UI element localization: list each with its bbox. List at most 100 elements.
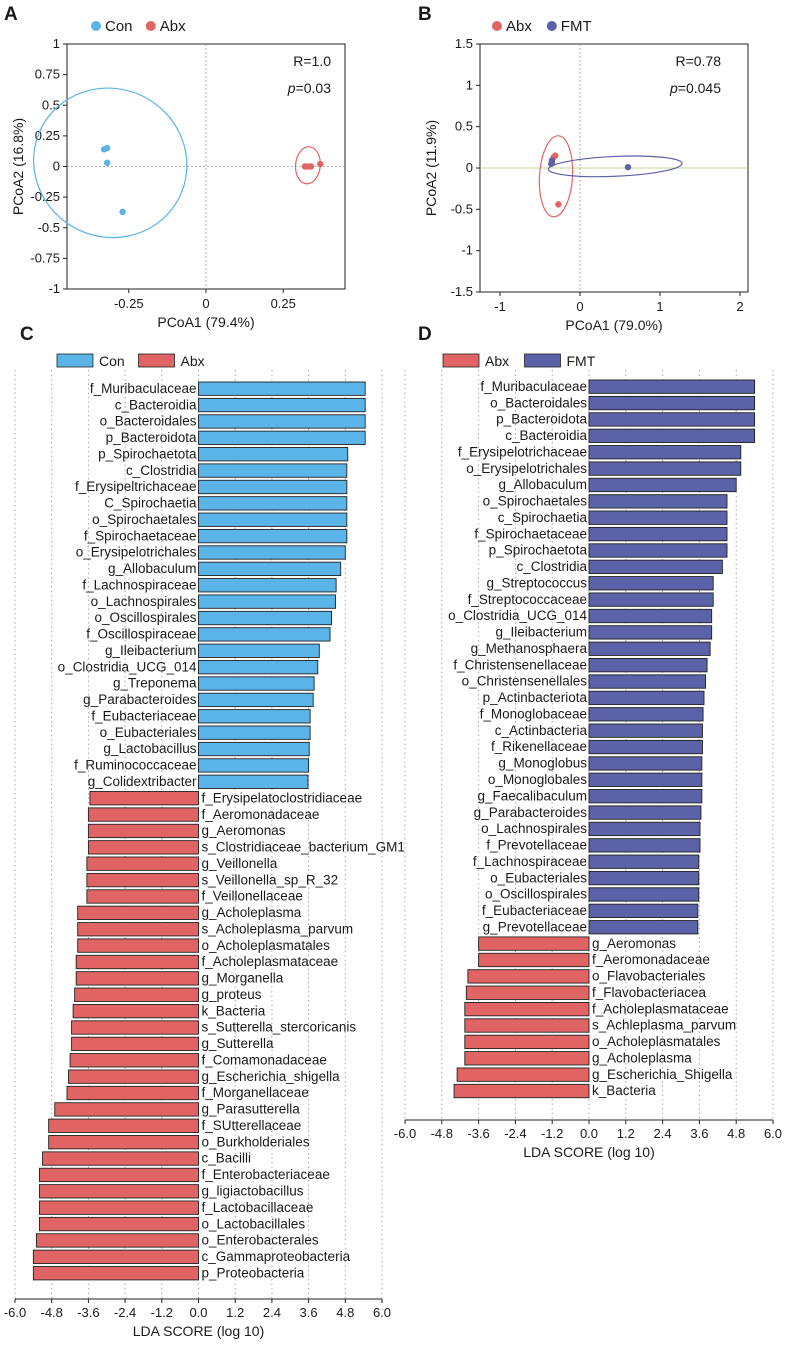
lda-bar-con bbox=[198, 660, 319, 675]
y-axis-label: PCoA2 (16.8%) bbox=[10, 118, 26, 215]
lda-bar-fmt bbox=[588, 658, 708, 673]
lda-bar-fmt bbox=[588, 445, 742, 460]
lda-bar-abx bbox=[77, 922, 199, 937]
bar-label: g_Escherichia_shigella bbox=[202, 1069, 341, 1084]
lda-bar-abx bbox=[75, 954, 199, 970]
y-tick-label: -1 bbox=[48, 281, 60, 296]
y-tick-label: 0.75 bbox=[35, 67, 60, 82]
bar-label: f_Christensenellaceae bbox=[453, 657, 587, 672]
lda-bar-fmt bbox=[588, 707, 704, 722]
bar-label: g_Acholeplasma bbox=[592, 1050, 692, 1065]
x-tick-label: 3.6 bbox=[300, 1305, 318, 1320]
lda-bar-abx bbox=[464, 1018, 590, 1033]
y-tick-label: 1 bbox=[53, 36, 60, 51]
lda-bar-con bbox=[198, 528, 348, 544]
lda-bar-abx bbox=[68, 1069, 199, 1084]
x-tick-label: 0.0 bbox=[580, 1126, 598, 1141]
data-point-con bbox=[103, 144, 111, 152]
lda-bar-con bbox=[198, 758, 310, 773]
y-tick-label: -1.5 bbox=[451, 284, 473, 299]
bar-label: c_Bacteroidia bbox=[505, 428, 587, 443]
lda-bar-abx bbox=[465, 985, 590, 1000]
stat-p-symbol: p bbox=[669, 80, 678, 96]
legend-label-fmt: FMT bbox=[561, 18, 592, 35]
lda-bar-abx bbox=[87, 807, 199, 822]
x-tick-label: 1 bbox=[656, 299, 663, 314]
bar-label: o_Burkholderiales bbox=[202, 1134, 310, 1149]
y-tick-label: 0 bbox=[53, 159, 60, 174]
bar-label: f_Lachnospiraceae bbox=[473, 854, 587, 869]
y-tick-label: 0.25 bbox=[35, 128, 60, 143]
pcoa-plot-b: -1.5 -1 -0.5 0 0.5 1 1.5 -1 0 1 2 PCoA1 (79.0%) PCoA… bbox=[423, 18, 749, 333]
bar-label: p_Proteobacteria bbox=[202, 1265, 305, 1280]
lda-bar-con bbox=[198, 578, 337, 593]
legend-marker-con bbox=[91, 21, 101, 31]
y-tick-label: -0.75 bbox=[30, 250, 60, 265]
bar-label: g_Lactobacillus bbox=[103, 741, 196, 756]
lda-bar-con bbox=[198, 594, 336, 609]
bar-label: g_Monoglobus bbox=[498, 756, 587, 771]
lda-bar-con bbox=[198, 496, 348, 511]
lda-bar-abx bbox=[66, 1085, 199, 1101]
x-tick-label: 1.2 bbox=[617, 1126, 635, 1141]
x-axis-label: LDA SCORE (log 10) bbox=[523, 1144, 655, 1160]
bar-label: c_Clostridia bbox=[516, 559, 587, 574]
confidence-ellipse-con bbox=[33, 87, 188, 239]
bar-label: g_Treponema bbox=[113, 676, 197, 691]
lda-bar-abx bbox=[77, 905, 199, 920]
bar-label: p_Bacteroidota bbox=[496, 412, 587, 427]
bar-label: f_Rikenellaceae bbox=[491, 739, 587, 754]
bar-label: f_Flavobacteriacea bbox=[592, 985, 707, 1000]
lda-bar-fmt bbox=[588, 739, 703, 755]
data-point-abx bbox=[307, 163, 315, 170]
bar-label: g_Ileibacterium bbox=[495, 625, 587, 640]
bar-label: o_Bacteroidales bbox=[100, 414, 197, 429]
lda-bar-con bbox=[198, 692, 314, 708]
lda-bar-fmt bbox=[588, 412, 756, 427]
lda-bar-con bbox=[198, 447, 349, 462]
legend-label-con: Con bbox=[105, 18, 133, 35]
stat-p-number: =0.03 bbox=[296, 80, 332, 96]
x-tick-label: -3.6 bbox=[77, 1305, 99, 1320]
lda-bar-abx bbox=[39, 1184, 199, 1199]
lda-bar-abx bbox=[87, 823, 199, 839]
lda-bar-fmt bbox=[588, 805, 702, 820]
bar-label: s_Veillonella_sp_R_32 bbox=[202, 872, 339, 887]
lda-bar-abx bbox=[72, 1003, 199, 1019]
x-tick-label: -6.0 bbox=[394, 1126, 416, 1141]
y-tick-label: 0 bbox=[466, 160, 473, 175]
bar-label: g_Colidextribacter bbox=[88, 774, 197, 789]
y-tick-label: -0.5 bbox=[451, 201, 473, 216]
bar-label: g_Morganella bbox=[202, 971, 284, 986]
lda-bar-abx bbox=[86, 856, 199, 871]
bar-label: o_Eubacteriales bbox=[100, 725, 197, 740]
x-tick-label: 3.6 bbox=[690, 1126, 708, 1141]
bar-label: k_Bacteria bbox=[592, 1083, 656, 1098]
lda-bar-fmt bbox=[588, 428, 756, 443]
lda-bar-abx bbox=[35, 1233, 199, 1248]
lda-bar-fmt bbox=[588, 772, 703, 787]
lda-bar-con bbox=[198, 643, 320, 658]
lda-bar-fmt bbox=[588, 887, 700, 902]
bar-label: f_Lachnospiraceae bbox=[82, 577, 196, 592]
lda-bar-con bbox=[198, 709, 311, 724]
lda-bar-fmt bbox=[588, 723, 703, 738]
bar-label: g_Acholeplasma bbox=[202, 905, 302, 920]
legend-label-abx: Abx bbox=[181, 353, 205, 369]
bar-label: c_Gammaproteobacteria bbox=[202, 1249, 351, 1264]
data-point-con bbox=[119, 208, 126, 216]
bar-label: f_Aeromonadaceae bbox=[592, 952, 710, 967]
bar-label: g_Ileibacterium bbox=[105, 643, 197, 658]
bar-label: f_Oscillospiraceae bbox=[86, 627, 196, 642]
bar-label: c_Spirochaetia bbox=[498, 510, 588, 525]
stat-r-value: R=1.0 bbox=[293, 53, 331, 69]
legend-label-abx: Abx bbox=[506, 18, 532, 35]
bar-label: g_Aeromonas bbox=[202, 823, 286, 838]
x-tick-label: 0.0 bbox=[189, 1305, 207, 1320]
bar-label: g_Parabacteroides bbox=[83, 692, 197, 707]
lda-bar-fmt bbox=[588, 543, 728, 558]
lda-bar-fmt bbox=[588, 674, 706, 689]
bar-label: o_Lactobacillales bbox=[202, 1216, 306, 1231]
bar-label: f_Veillonellaceae bbox=[202, 889, 303, 904]
bar-label: f_Spirochaetaceae bbox=[474, 526, 587, 541]
